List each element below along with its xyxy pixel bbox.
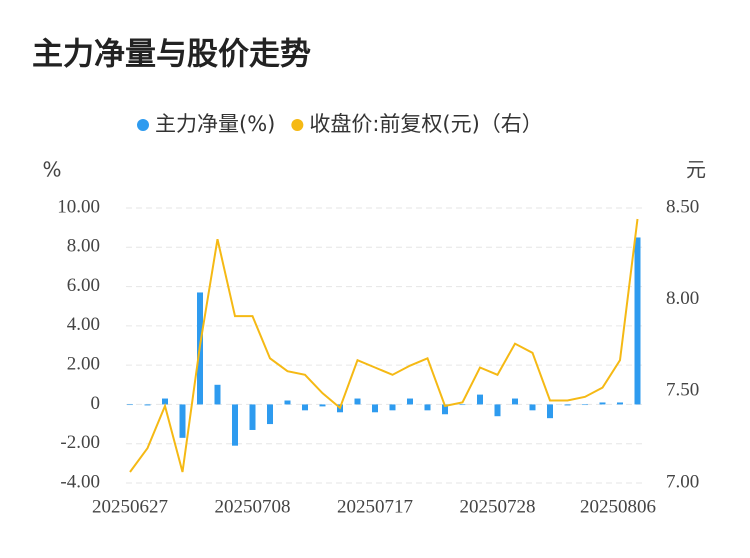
bar [319,404,326,407]
legend-marker [137,119,149,131]
bar [424,404,431,411]
bar [389,404,396,411]
bar [232,404,238,446]
bar [162,398,168,405]
bar [547,404,553,419]
x-tick-label: 20250708 [215,496,291,517]
bar [512,398,518,405]
y-tick-label: -2.00 [60,432,100,453]
chart-title: 主力净量与股价走势 [32,37,311,73]
legend: 主力净量(%) 收盘价:前复权(元)（右） [137,112,543,136]
y2-tick-label: 7.50 [666,380,699,401]
bar [634,237,641,405]
legend-label: 收盘价:前复权(元)（右） [309,112,542,136]
bar [494,404,501,417]
bar [477,394,483,405]
y2-tick-label: 8.50 [666,196,699,217]
y2-unit: 元 [686,158,706,182]
bar [214,384,221,405]
legend-marker [291,119,304,131]
bar [284,400,291,405]
bar [179,404,186,438]
bar [144,404,151,406]
x-tick-label: 20250806 [580,496,656,517]
bar [407,398,413,405]
y-tick-label: 0 [91,393,101,414]
bar [267,404,273,425]
bar [459,404,466,406]
y2-tick-label: 8.00 [666,288,699,309]
x-tick-label: 20250728 [460,496,536,517]
bar [249,404,256,430]
bar [372,404,378,413]
y-tick-label: 6.00 [67,275,100,296]
bar [617,402,623,405]
y-unit: % [42,158,61,182]
legend-label: 主力净量(%) [155,112,275,136]
y-tick-label: 8.00 [67,236,100,257]
x-tick-label: 20250627 [92,496,168,517]
y-tick-label: 4.00 [67,314,100,335]
bar [564,404,571,406]
bar [302,404,308,411]
y-tick-label: 2.00 [67,354,100,375]
y2-tick-label: 7.00 [666,471,699,492]
bar [599,402,606,405]
bar [442,404,448,415]
price-line [129,218,639,473]
bar [354,398,361,405]
y-tick-label: 10.00 [57,196,100,217]
bar [127,404,133,406]
bar [529,404,536,411]
x-tick-label: 20250717 [337,496,413,517]
bar [582,404,588,406]
y-tick-label: -4.00 [60,471,100,492]
